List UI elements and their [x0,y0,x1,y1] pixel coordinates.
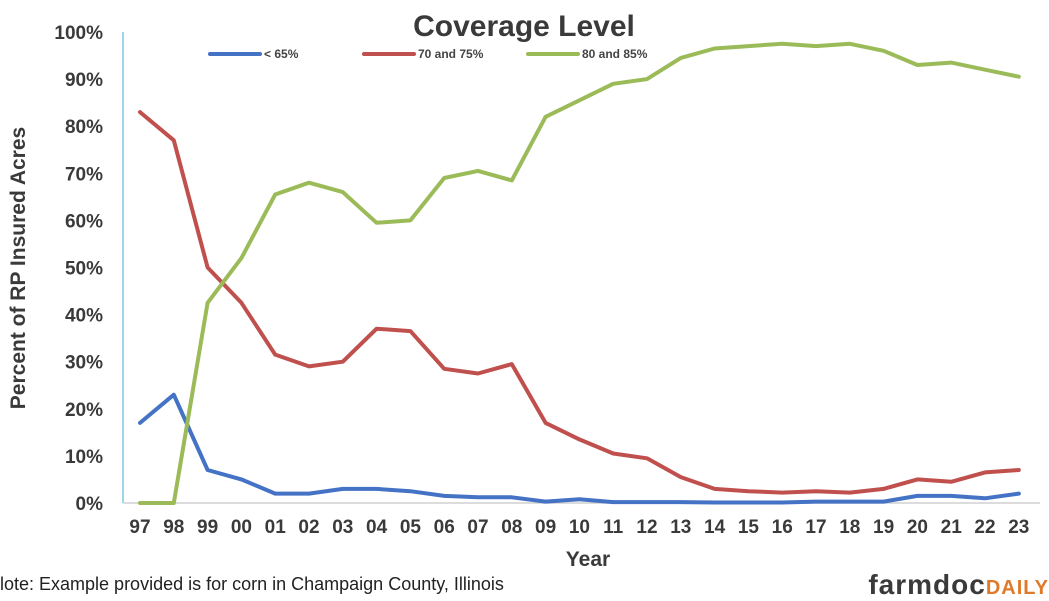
logo-accent-text: DAILY [986,577,1049,599]
y-tick-label: 90% [65,70,103,91]
x-tick-label: 19 [873,517,894,538]
x-tick-label: 05 [400,517,422,538]
x-tick-label: 98 [163,517,184,538]
y-tick-label: 50% [65,259,103,280]
x-tick-label: 17 [805,517,826,538]
legend-label-1: < 65% [264,47,299,61]
footnote: lote: Example provided is for corn in Ch… [0,574,504,594]
x-tick-label: 04 [366,517,388,538]
legend-label-3: 80 and 85% [582,47,648,61]
x-tick-label: 02 [298,517,319,538]
y-tick-labels: 0% 10% 20% 30% 40% 50% 60% 70% 80% 90% 100% [54,23,103,515]
y-tick-label: 60% [65,211,103,232]
x-tick-label: 08 [501,517,522,538]
x-tick-labels: 97 98 99 00 01 02 03 04 05 06 07 08 09 10 11 12 13 14 15 16… [129,517,1029,538]
y-tick-label: 20% [65,400,103,421]
series-line-2 [140,112,1019,493]
legend-label-2: 70 and 75% [418,47,484,61]
y-tick-label: 0% [76,494,104,515]
x-tick-label: 21 [941,517,963,538]
x-tick-label: 10 [569,517,590,538]
x-tick-label: 01 [265,517,287,538]
x-tick-label: 23 [1008,517,1029,538]
x-tick-label: 11 [603,517,624,538]
legend: < 65% 70 and 75% 80 and 85% [210,47,648,61]
x-tick-label: 16 [772,517,793,538]
y-tick-label: 40% [65,306,103,327]
x-tick-label: 03 [332,517,353,538]
x-tick-label: 18 [839,517,860,538]
x-tick-label: 07 [467,517,488,538]
x-tick-label: 14 [704,517,726,538]
x-axis-label: Year [566,548,610,571]
x-tick-label: 20 [907,517,928,538]
series-line-3 [140,44,1019,503]
y-axis-label: Percent of RP Insured Acres [7,127,30,409]
series-lines [140,44,1019,503]
x-tick-label: 06 [434,517,455,538]
svg-text:farmdocDAILY: farmdocDAILY [868,569,1049,600]
x-tick-label: 22 [974,517,995,538]
x-tick-label: 13 [670,517,691,538]
y-tick-label: 30% [65,353,103,374]
x-tick-label: 12 [636,517,657,538]
x-tick-label: 09 [535,517,556,538]
x-tick-label: 15 [738,517,760,538]
logo-main-text: farmdoc [868,569,985,600]
chart-title: Coverage Level [413,10,635,43]
y-tick-label: 10% [65,447,103,468]
y-tick-label: 70% [65,164,103,185]
x-tick-label: 99 [197,517,218,538]
y-tick-label: 100% [54,23,103,44]
x-tick-label: 97 [129,517,150,538]
farmdoc-daily-logo: farmdocDAILY [868,569,1049,600]
x-tick-label: 00 [231,517,252,538]
y-tick-label: 80% [65,117,103,138]
